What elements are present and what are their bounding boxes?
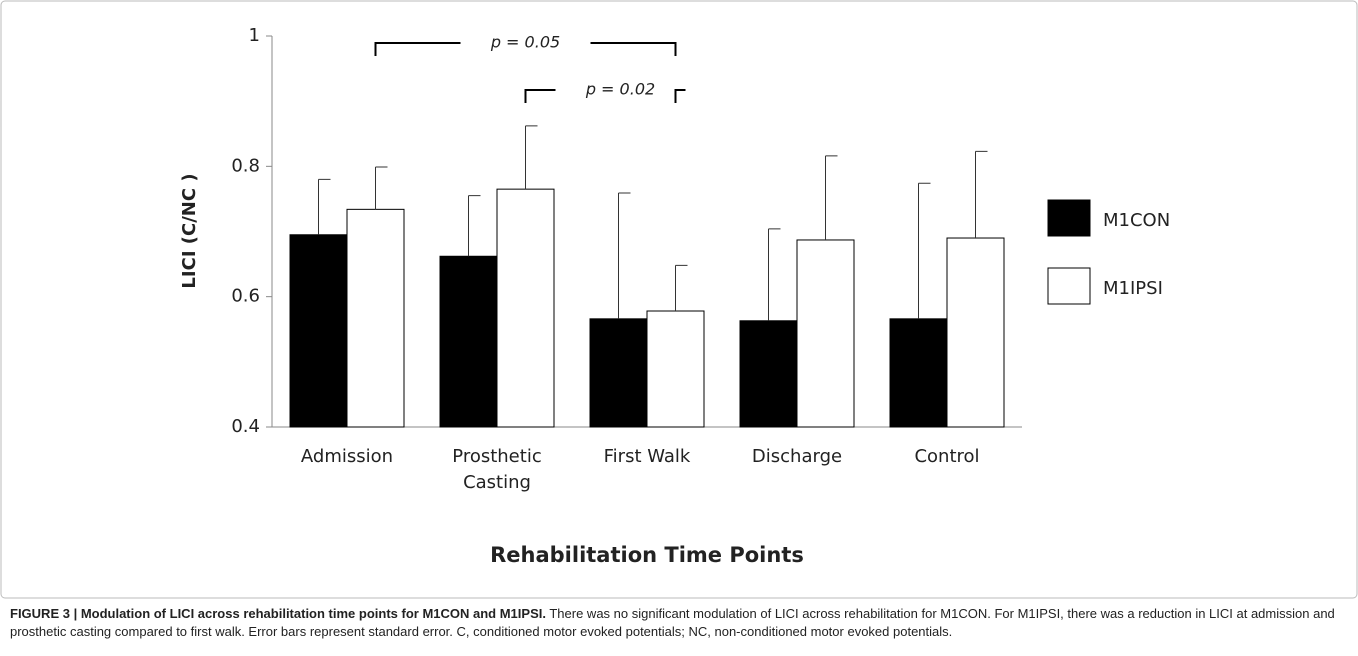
legend-label: M1IPSI	[1103, 278, 1163, 299]
caption-label: FIGURE 3 | Modulation of LICI across reh…	[10, 606, 546, 621]
annotation: p = 0.02	[585, 80, 655, 99]
y-tick-label: 0.4	[231, 416, 260, 437]
significance-bracket	[374, 42, 677, 56]
y-tick-label: 0.8	[231, 155, 260, 176]
legend-swatch	[1047, 267, 1091, 305]
bar	[346, 208, 405, 428]
error-bar	[825, 155, 838, 240]
bar	[796, 239, 855, 428]
error-bar	[468, 195, 481, 257]
y-tick-label: 0.6	[231, 286, 260, 307]
significance-bracket	[524, 89, 686, 103]
legend-swatch	[1047, 199, 1091, 237]
annotation: p = 0.05	[490, 33, 560, 52]
x-tick-label: Discharge	[752, 446, 842, 467]
error-bar	[918, 182, 931, 319]
bar	[589, 318, 648, 428]
error-bar	[525, 125, 538, 190]
error-bar	[768, 228, 781, 321]
error-bar	[675, 264, 688, 312]
error-bar	[975, 150, 988, 239]
y-tick-label: 1	[249, 25, 260, 46]
x-tick-label: Admission	[301, 446, 393, 467]
bar	[946, 237, 1005, 428]
error-bar	[318, 178, 331, 235]
bar	[496, 188, 555, 428]
x-tick-label: First Walk	[604, 446, 691, 467]
error-bar	[375, 166, 388, 210]
y-axis-label: LICI (C/NC )	[179, 173, 200, 288]
caption-text: There was no significant modulation of L…	[10, 606, 1335, 639]
x-tick-label: Control	[914, 446, 979, 467]
frame	[0, 0, 1358, 599]
bar	[289, 234, 348, 428]
error-bar	[618, 192, 631, 319]
bar	[439, 255, 498, 428]
bar	[889, 318, 948, 428]
x-axis-label: Rehabilitation Time Points	[490, 543, 804, 567]
x-tick-label: Prosthetic Casting	[452, 446, 541, 493]
legend-label: M1CON	[1103, 210, 1170, 231]
caption: FIGURE 3 | Modulation of LICI across reh…	[10, 605, 1348, 641]
chart: LICI (C/NC ) Rehabilitation Time Points …	[0, 0, 1358, 599]
bar	[646, 310, 705, 428]
bar	[739, 320, 798, 428]
